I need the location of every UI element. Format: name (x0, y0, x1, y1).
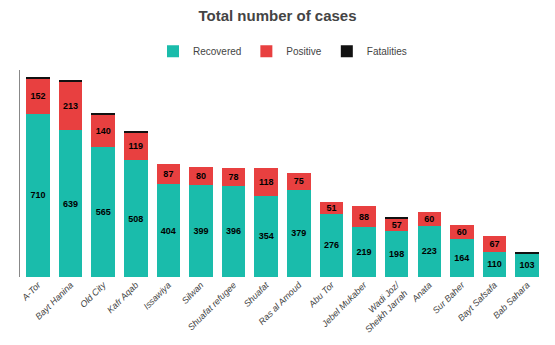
svg-text:Positive: Positive (286, 46, 321, 57)
svg-text:Silwan: Silwan (180, 280, 206, 306)
svg-text:396: 396 (226, 226, 241, 236)
svg-text:213: 213 (63, 101, 78, 111)
svg-text:78: 78 (229, 172, 239, 182)
svg-text:75: 75 (294, 176, 304, 186)
svg-text:Anata: Anata (409, 280, 433, 304)
svg-text:164: 164 (454, 253, 469, 263)
svg-text:Sur Baher: Sur Baher (431, 279, 467, 315)
svg-text:67: 67 (489, 239, 499, 249)
svg-text:88: 88 (359, 212, 369, 222)
svg-text:118: 118 (259, 177, 274, 187)
svg-text:Old City: Old City (78, 280, 108, 310)
svg-text:Wadi Joz/Sheikh Jarrah: Wadi Joz/Sheikh Jarrah (355, 279, 411, 335)
svg-text:219: 219 (357, 247, 372, 257)
svg-text:119: 119 (128, 141, 143, 151)
svg-text:404: 404 (161, 226, 176, 236)
svg-text:Bab Sahara: Bab Sahara (491, 280, 532, 321)
svg-text:Ras al Amoud: Ras al Amoud (257, 279, 305, 327)
svg-text:87: 87 (163, 169, 173, 179)
svg-text:399: 399 (193, 226, 208, 236)
svg-text:110: 110 (487, 259, 502, 269)
svg-text:Abu Tor: Abu Tor (306, 279, 337, 310)
svg-text:57: 57 (392, 220, 402, 230)
svg-text:103: 103 (520, 260, 535, 270)
svg-text:51: 51 (326, 203, 336, 213)
svg-text:Shuafat refugee: Shuafat refugee (186, 280, 238, 332)
svg-text:60: 60 (424, 214, 434, 224)
svg-text:565: 565 (96, 207, 111, 217)
svg-text:60: 60 (457, 227, 467, 237)
svg-text:80: 80 (196, 171, 206, 181)
svg-text:Kafr Aqab: Kafr Aqab (105, 280, 140, 315)
svg-text:Jebel Mukaber: Jebel Mukaber (319, 279, 369, 329)
svg-text:276: 276 (324, 240, 339, 250)
svg-text:198: 198 (389, 249, 404, 259)
svg-text:152: 152 (30, 91, 45, 101)
svg-text:Bayt Safsafa: Bayt Safsafa (456, 280, 499, 323)
svg-text:223: 223 (422, 246, 437, 256)
svg-text:379: 379 (291, 228, 306, 238)
svg-text:Issawiya: Issawiya (141, 280, 172, 311)
svg-text:Bayt Hanina: Bayt Hanina (33, 280, 75, 322)
svg-text:Shuafat: Shuafat (242, 280, 271, 309)
svg-text:508: 508 (128, 214, 143, 224)
svg-text:354: 354 (259, 231, 274, 241)
svg-text:140: 140 (96, 126, 111, 136)
svg-text:Fatalities: Fatalities (367, 46, 407, 57)
svg-text:A-Tor: A-Tor (19, 279, 43, 303)
svg-text:Recovered: Recovered (193, 46, 241, 57)
svg-text:639: 639 (63, 199, 78, 209)
svg-text:Total number of cases: Total number of cases (198, 7, 356, 24)
svg-text:710: 710 (30, 190, 45, 200)
